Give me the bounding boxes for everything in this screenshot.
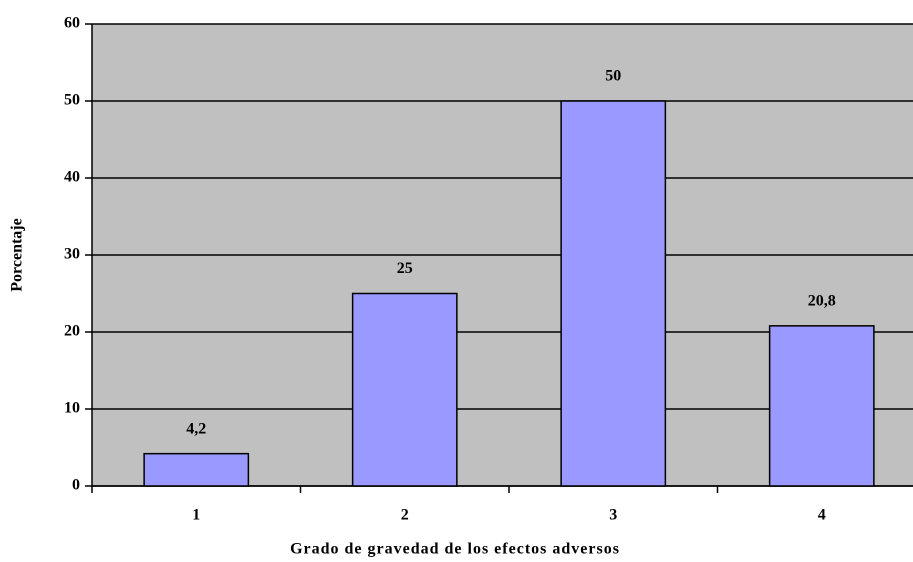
bar bbox=[143, 452, 250, 487]
y-tick-label: 50 bbox=[64, 92, 80, 109]
bar bbox=[560, 100, 667, 487]
y-tick-label: 0 bbox=[72, 477, 80, 494]
bar bbox=[351, 292, 458, 487]
y-tick-label: 20 bbox=[64, 323, 80, 340]
x-tick-label: 2 bbox=[401, 507, 409, 524]
y-tick-label: 60 bbox=[64, 15, 80, 32]
y-axis-label: Porcentaje bbox=[9, 218, 26, 291]
value-label: 4,2 bbox=[186, 420, 206, 437]
value-label: 20,8 bbox=[808, 293, 836, 310]
bar bbox=[768, 325, 875, 487]
x-tick-label: 3 bbox=[609, 507, 617, 524]
y-tick-label: 40 bbox=[64, 169, 80, 186]
y-tick-label: 30 bbox=[64, 246, 80, 263]
x-tick-label: 4 bbox=[818, 507, 826, 524]
x-axis-label: Grado de gravedad de los efectos adverso… bbox=[290, 541, 620, 558]
value-label: 25 bbox=[397, 260, 413, 277]
value-label: 50 bbox=[605, 68, 621, 85]
y-tick-label: 10 bbox=[64, 400, 80, 417]
x-tick-label: 1 bbox=[192, 507, 200, 524]
